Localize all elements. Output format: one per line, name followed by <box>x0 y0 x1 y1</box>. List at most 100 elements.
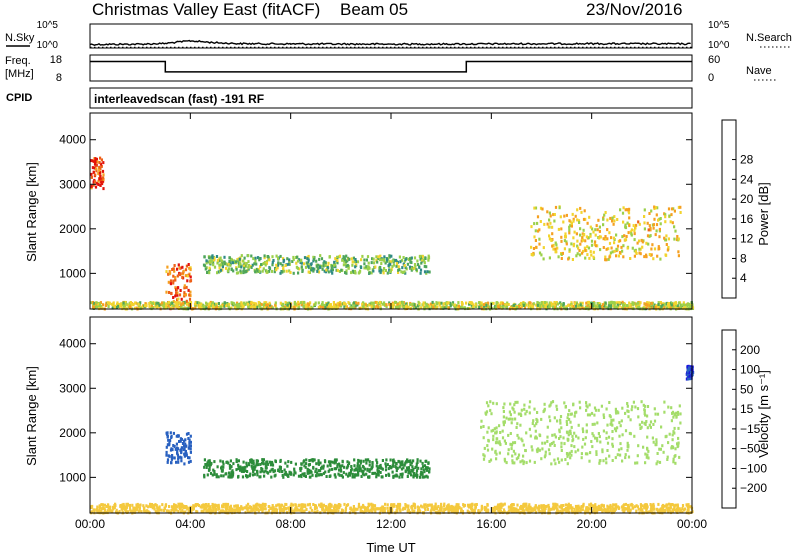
data-cell <box>611 459 614 462</box>
data-cell <box>605 407 608 411</box>
data-cell <box>359 306 362 310</box>
data-cell <box>617 305 620 309</box>
data-cell <box>233 504 236 508</box>
data-cell <box>285 510 289 514</box>
data-cell <box>129 306 132 310</box>
data-cell <box>403 507 407 511</box>
data-cell <box>364 458 367 462</box>
data-cell <box>252 504 255 508</box>
data-cell <box>543 222 546 226</box>
data-cell <box>425 271 428 275</box>
data-cell <box>533 508 536 511</box>
data-cell <box>510 443 513 447</box>
data-cell <box>652 305 656 309</box>
data-cell <box>663 304 666 308</box>
data-cell <box>392 474 395 478</box>
data-cell <box>496 505 499 509</box>
data-cell <box>305 261 308 265</box>
data-cell <box>663 400 666 404</box>
data-cell <box>177 502 180 506</box>
data-cell <box>398 506 401 510</box>
data-cell <box>612 222 615 226</box>
data-cell <box>517 305 520 308</box>
data-cell <box>677 237 680 241</box>
data-cell <box>419 510 422 514</box>
data-cell <box>208 463 211 467</box>
data-cell <box>681 504 685 507</box>
data-cell <box>672 457 675 461</box>
data-cell <box>649 226 652 230</box>
data-cell <box>399 260 402 264</box>
data-cell <box>525 431 528 435</box>
data-cell <box>241 466 244 470</box>
data-cell <box>216 271 219 275</box>
data-cell <box>536 301 539 305</box>
data-cell <box>548 452 551 456</box>
data-cell <box>528 427 531 431</box>
data-cell <box>248 474 251 478</box>
data-cell <box>263 254 266 258</box>
data-cell <box>302 504 305 508</box>
data-cell <box>229 262 232 266</box>
data-cell <box>217 270 220 274</box>
data-cell <box>493 509 496 513</box>
data-cell <box>102 303 105 307</box>
data-cell <box>581 306 584 310</box>
data-cell <box>277 261 280 265</box>
data-cell <box>270 269 274 273</box>
data-cell <box>495 440 498 444</box>
data-cell <box>313 257 316 261</box>
data-cell <box>384 464 388 468</box>
data-cell <box>391 464 394 468</box>
data-cell <box>651 306 654 310</box>
data-cell <box>308 475 311 479</box>
data-cell <box>534 206 538 210</box>
data-cell <box>636 461 639 465</box>
data-cell <box>144 302 147 306</box>
data-cell <box>521 459 524 463</box>
data-cell <box>575 232 578 236</box>
data-cell <box>627 415 630 419</box>
data-cell <box>164 306 167 310</box>
data-cell <box>586 510 590 514</box>
data-cell <box>662 302 665 306</box>
data-cell <box>187 460 191 464</box>
data-cell <box>221 460 224 464</box>
data-cell <box>218 257 221 261</box>
data-cell <box>616 426 619 430</box>
data-cell <box>677 436 680 440</box>
data-cell <box>503 510 506 514</box>
data-cell <box>549 221 552 225</box>
data-cell <box>184 268 188 272</box>
data-cell <box>533 506 536 510</box>
data-cell <box>411 507 414 511</box>
data-cell <box>353 269 357 273</box>
data-cell <box>643 302 646 306</box>
data-cell <box>460 306 463 309</box>
data-cell <box>572 304 575 308</box>
data-cell <box>501 429 504 433</box>
data-cell <box>307 254 310 258</box>
data-cell <box>609 503 612 507</box>
data-cell <box>633 238 636 242</box>
data-cell <box>342 465 346 469</box>
data-cell <box>671 503 674 506</box>
data-cell <box>97 179 100 183</box>
data-cell <box>261 502 264 506</box>
data-cell <box>650 209 653 213</box>
data-cell <box>282 268 285 272</box>
data-cell <box>538 228 541 232</box>
data-cell <box>565 240 568 244</box>
data-cell <box>659 510 662 514</box>
data-cell <box>401 302 404 306</box>
data-cell <box>211 301 214 305</box>
data-cell <box>648 224 651 228</box>
data-cell <box>275 504 278 508</box>
data-cell <box>366 265 369 269</box>
data-cell <box>626 304 629 308</box>
data-cell <box>460 301 463 304</box>
data-cell <box>682 301 685 305</box>
data-cell <box>546 425 549 429</box>
data-cell <box>213 302 216 306</box>
data-cell <box>536 221 539 225</box>
